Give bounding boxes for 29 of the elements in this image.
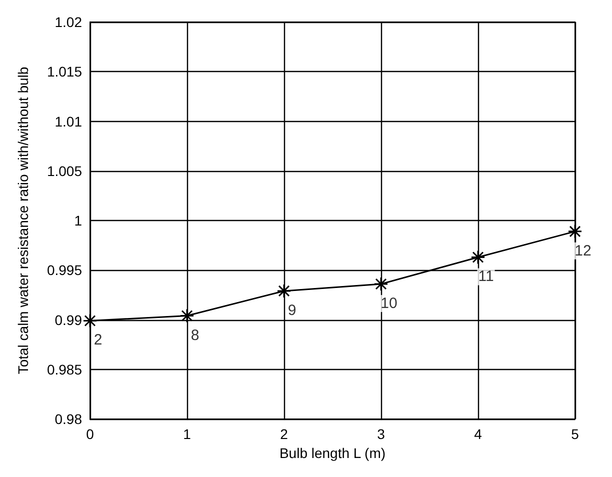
x-tick-label: 5 — [571, 426, 580, 442]
annotation: 8 — [190, 326, 200, 344]
point — [374, 276, 388, 292]
y-tick-label: 1.02 — [54, 14, 82, 30]
annotation: 10 — [380, 295, 398, 312]
annotation: 2 — [94, 332, 102, 349]
x-tick-label: 1 — [183, 426, 192, 442]
point — [82, 313, 98, 328]
annotation: 12 — [574, 242, 592, 260]
y-tick-label: 1.005 — [46, 162, 82, 179]
x-tick-label: 4 — [474, 426, 482, 442]
point — [568, 224, 582, 239]
point — [180, 308, 194, 324]
y-tick-label: 0.98 — [54, 411, 82, 427]
point — [470, 250, 486, 264]
x-tick-label: 0 — [86, 426, 94, 442]
annotation: 11 — [478, 268, 494, 286]
y-tick-label: 0.985 — [46, 361, 82, 378]
y-tick-label: 0.99 — [54, 312, 82, 328]
y-tick-label: 1.01 — [54, 113, 82, 130]
y-axis-title: Total calm water resistance ratio with/without bulb — [15, 66, 31, 374]
y-tick-label: 0.995 — [46, 262, 82, 278]
x-tick-label: 2 — [280, 426, 288, 442]
point — [276, 284, 292, 298]
x-axis-title: Bulb length L (m) — [279, 445, 386, 461]
x-tick-label: 3 — [377, 426, 386, 442]
annotation: 9 — [288, 302, 296, 319]
y-tick-label: 1.015 — [46, 64, 82, 80]
y-tick-label: 1 — [74, 212, 82, 228]
